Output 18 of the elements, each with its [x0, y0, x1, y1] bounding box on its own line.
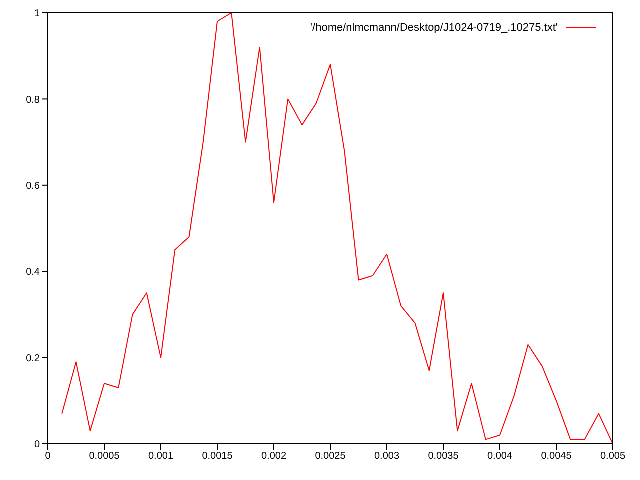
x-tick-label: 0.0015 — [202, 451, 234, 462]
y-tick-label: 0 — [34, 440, 40, 451]
x-tick-label: 0.001 — [148, 451, 174, 462]
y-tick-label: 0.8 — [26, 94, 40, 106]
x-tick-label: 0.0045 — [541, 451, 572, 462]
y-tick-label: 0.2 — [26, 353, 40, 364]
y-tick-label: 1 — [34, 8, 40, 20]
y-tick-label: 0.4 — [26, 267, 40, 278]
x-tick-label: 0.002 — [261, 451, 287, 462]
legend-label: '/home/nlmcmann/Desktop/J1024-0719_.10275.txt' — [310, 22, 558, 34]
x-tick-label: 0 — [45, 451, 52, 462]
x-tick-label: 0.003 — [374, 451, 400, 462]
x-tick-label: 0.0025 — [315, 451, 346, 462]
x-tick-label: 0.005 — [600, 451, 626, 462]
x-tick-label: 0.004 — [487, 451, 513, 462]
x-tick-label: 0.0035 — [428, 451, 460, 462]
x-tick-label: 0.0005 — [89, 451, 120, 462]
y-tick-label: 0.6 — [26, 180, 40, 192]
